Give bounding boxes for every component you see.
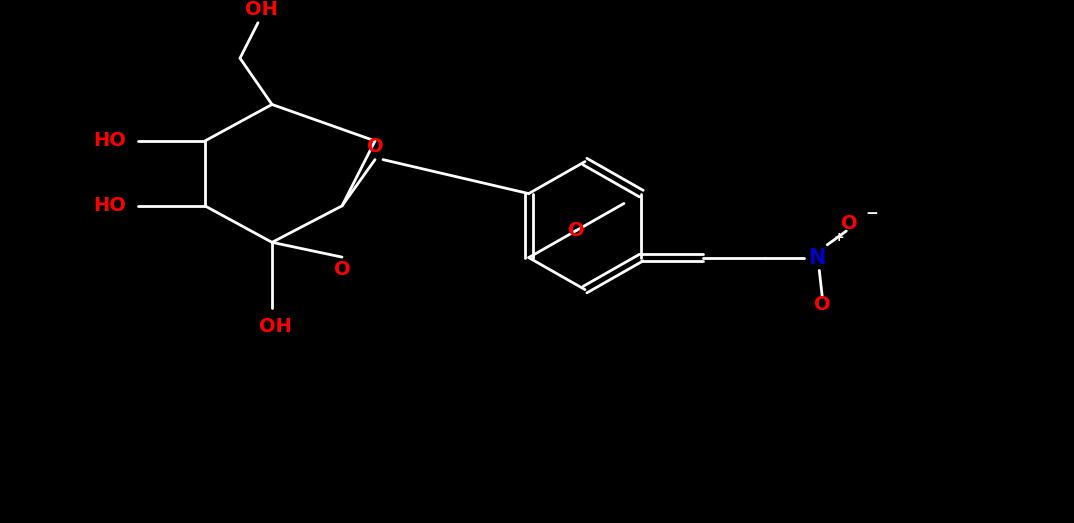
Text: +: + — [834, 231, 844, 244]
Text: O: O — [366, 138, 383, 156]
Text: OH: OH — [245, 1, 277, 19]
Text: O: O — [334, 260, 350, 279]
Text: O: O — [841, 213, 858, 233]
Text: OH: OH — [259, 316, 291, 336]
Text: HO: HO — [93, 197, 127, 215]
Text: −: − — [865, 206, 877, 221]
Text: N: N — [809, 247, 826, 268]
Text: O: O — [568, 221, 584, 240]
Text: O: O — [814, 295, 830, 314]
Text: HO: HO — [93, 131, 127, 151]
